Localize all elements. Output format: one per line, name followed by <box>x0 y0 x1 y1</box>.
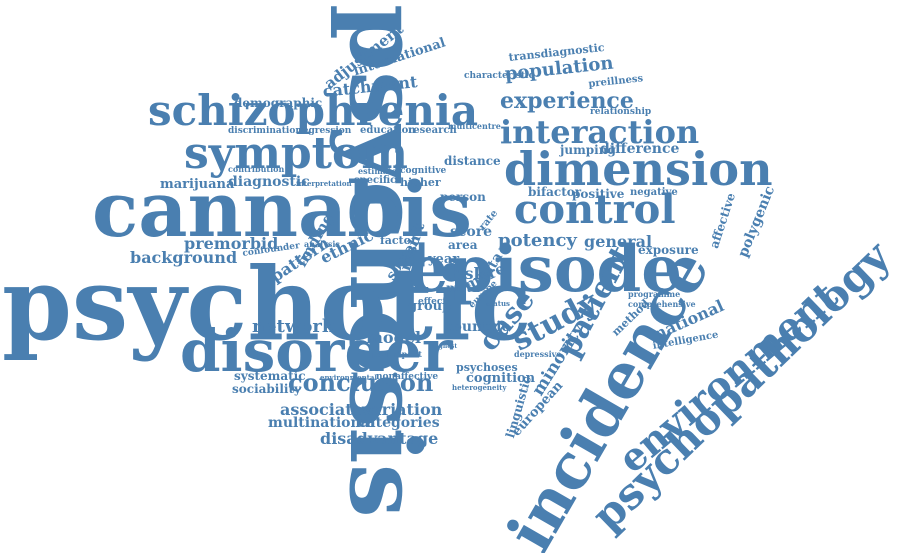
cloud-word: estimate <box>358 166 397 176</box>
cloud-word: research <box>408 125 457 136</box>
cloud-word: dimension <box>504 142 773 196</box>
cloud-word: model <box>366 328 422 347</box>
cloud-word: relationship <box>590 107 652 117</box>
cloud-word: marijuana <box>160 177 235 192</box>
cloud-word: specific <box>354 175 397 186</box>
cloud-word: group <box>408 299 452 314</box>
cloud-word: depressive <box>514 349 562 359</box>
cloud-word: regression <box>298 126 352 136</box>
cloud-word: characteristic <box>464 71 535 81</box>
cloud-word: negative <box>630 187 678 198</box>
cloud-word: meta <box>446 281 480 295</box>
cloud-word: general <box>584 232 653 251</box>
cloud-word: effect <box>418 297 447 307</box>
cloud-word: categories <box>358 415 440 431</box>
cloud-word: experience <box>500 88 634 114</box>
cloud-word: cognitive <box>400 166 447 176</box>
cloud-word: psychotic <box>2 245 532 363</box>
cloud-word: comprehensive <box>628 299 696 309</box>
cloud-word: schizophrenia <box>148 86 479 135</box>
cloud-word: network <box>252 316 335 337</box>
cloud-word: multinational <box>268 415 376 431</box>
cloud-word: score <box>450 224 493 240</box>
cloud-word: programme <box>628 289 681 299</box>
cloud-word: education <box>360 125 416 136</box>
cloud-word: risk <box>450 264 485 283</box>
cloud-word: cognition <box>466 371 536 386</box>
cloud-word: variation <box>362 400 443 419</box>
cloud-word: psychoses <box>456 361 518 374</box>
cloud-word: analysis <box>304 239 340 249</box>
cloud-word: status <box>486 299 510 308</box>
cloud-word: episode <box>408 232 682 307</box>
cloud-word: cannabis <box>92 165 473 254</box>
cloud-word: control <box>514 186 676 233</box>
cloud-word: premorbid <box>184 234 279 253</box>
cloud-word: disorder <box>180 317 453 385</box>
cloud-word: conclusion <box>288 368 434 397</box>
cloud-word: systematic <box>234 369 306 383</box>
cloud-word: countrie <box>444 319 511 335</box>
cloud-word: person <box>440 190 486 204</box>
cloud-word: factor <box>380 234 417 247</box>
cloud-word: diagnostic <box>228 174 310 190</box>
cloud-word: discrimination <box>228 126 302 136</box>
cloud-word: positive <box>572 187 625 201</box>
cloud-word: potency <box>498 230 577 251</box>
cloud-word: associated <box>280 400 374 419</box>
cloud-word: nonaffective <box>376 372 439 382</box>
cloud-word: disadvantage <box>320 429 439 448</box>
cloud-word: higher <box>400 176 441 189</box>
cloud-word: participant <box>372 349 422 359</box>
cloud-word: highest <box>432 343 458 350</box>
cloud-word: bifactor <box>528 185 582 199</box>
cloud-word: background <box>130 248 238 267</box>
cloud-word: year <box>428 252 460 267</box>
cloud-word: area <box>448 238 478 252</box>
cloud-word: difference <box>600 141 680 157</box>
cloud-word: interaction <box>500 113 700 151</box>
cloud-word: environmental <box>320 373 378 382</box>
cloud-word: demographic <box>234 96 323 110</box>
cloud-word: sociability <box>232 382 301 396</box>
cloud-word: distance <box>444 154 501 168</box>
cloud-word: exposure <box>638 243 699 257</box>
cloud-word: jumping <box>560 143 616 157</box>
cloud-word: heterogeneity <box>452 383 507 392</box>
cloud-word: affective <box>707 191 739 251</box>
cloud-word: multicentre <box>448 121 501 131</box>
cloud-word: interpretation <box>296 179 352 188</box>
cloud-word: symptom <box>184 128 408 179</box>
cloud-word: contribution <box>228 164 285 174</box>
